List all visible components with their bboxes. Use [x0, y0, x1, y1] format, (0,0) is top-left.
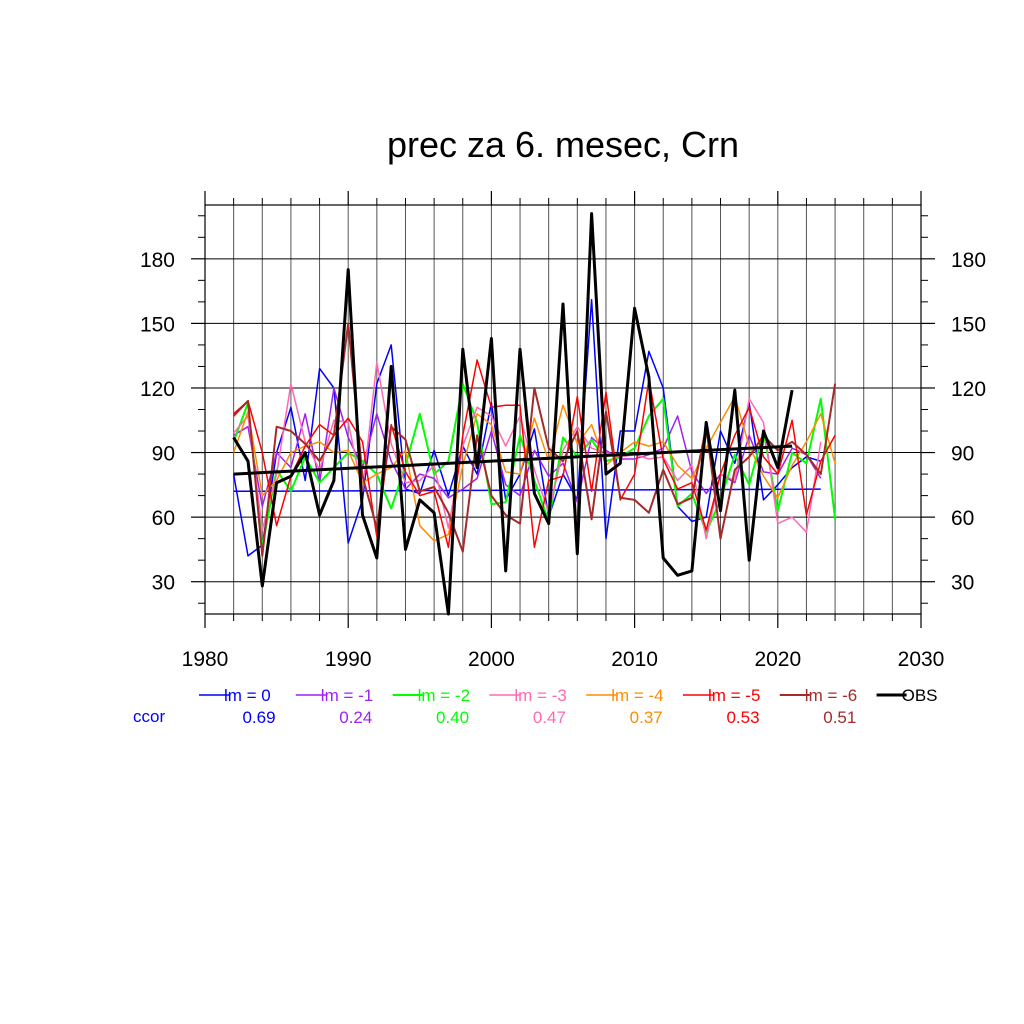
- y-tick-label-right: 30: [951, 572, 974, 595]
- series-7: [232, 322, 837, 557]
- y-tick-label-right: 150: [951, 313, 986, 336]
- ccor-value: 0.51: [823, 708, 856, 727]
- ccor-value: 0.53: [726, 708, 759, 727]
- y-tick-label-left: 150: [140, 313, 175, 336]
- x-tick-label: 2010: [611, 648, 658, 671]
- y-tick-label-right: 120: [951, 378, 986, 401]
- series-4: [233, 361, 822, 540]
- legend-entry-6: lm = -5 0.53: [683, 686, 760, 727]
- x-tick-label: 2020: [754, 648, 801, 671]
- legend-entry-4: lm = -3 0.47: [489, 686, 567, 727]
- y-tick-label-left: 60: [152, 507, 175, 530]
- x-tick-label: 1990: [325, 648, 372, 671]
- grid: [205, 205, 921, 614]
- y-tick-label-left: 180: [140, 249, 175, 272]
- legend-label: lm = -3: [514, 686, 566, 705]
- legend-entry-7: lm = -6 0.51: [779, 686, 857, 727]
- y-tick-label-left: 90: [152, 443, 175, 466]
- chart-title: prec za 6. mesec, Crn: [387, 124, 739, 165]
- x-tick-label: 2000: [468, 648, 515, 671]
- axes: 1980 1990 2000 2010 2020 2030 30 30 60 60 90 90 120 1…: [140, 191, 986, 671]
- y-tick-label-left: 120: [140, 378, 175, 401]
- series-line: [232, 212, 794, 616]
- ccor-value: 0.24: [339, 708, 372, 727]
- ccor-label: ccor: [133, 707, 165, 726]
- x-tick-label: 2030: [898, 648, 945, 671]
- y-tick-label-right: 60: [951, 507, 974, 530]
- legend-entry-3: lm = -2 0.40: [392, 686, 470, 727]
- y-tick-label-right: 90: [951, 443, 974, 466]
- series-line: [232, 322, 837, 557]
- series-layer: [232, 212, 837, 616]
- plot-frame: [204, 204, 922, 615]
- ccor-value: 0.47: [533, 708, 566, 727]
- legend-entry-1: lm = 0 0.69: [199, 686, 276, 727]
- y-tick-label-left: 30: [152, 572, 175, 595]
- ccor-value: 0.40: [436, 708, 469, 727]
- legend-label: lm = -6: [805, 686, 857, 705]
- legend-label: lm = -2: [418, 686, 470, 705]
- series-8: [232, 212, 794, 616]
- x-tick-label: 1980: [182, 648, 229, 671]
- series-line: [233, 361, 822, 540]
- legend-label: lm = -5: [708, 686, 760, 705]
- legend-entry-8: OBS: [876, 686, 938, 705]
- legend-label: lm = 0: [224, 686, 271, 705]
- legend-label: OBS: [902, 686, 938, 705]
- legend-label: lm = -4: [611, 686, 663, 705]
- trend-line: [233, 488, 821, 493]
- legend-label: lm = -1: [321, 686, 373, 705]
- ccor-value: 0.37: [630, 708, 663, 727]
- legend-entry-5: lm = -4 0.37: [586, 686, 664, 727]
- legend-entry-2: lm = -1 0.24: [295, 686, 373, 727]
- ccor-value: 0.69: [242, 708, 275, 727]
- trend-line: [233, 444, 793, 476]
- y-tick-label-right: 180: [951, 249, 986, 272]
